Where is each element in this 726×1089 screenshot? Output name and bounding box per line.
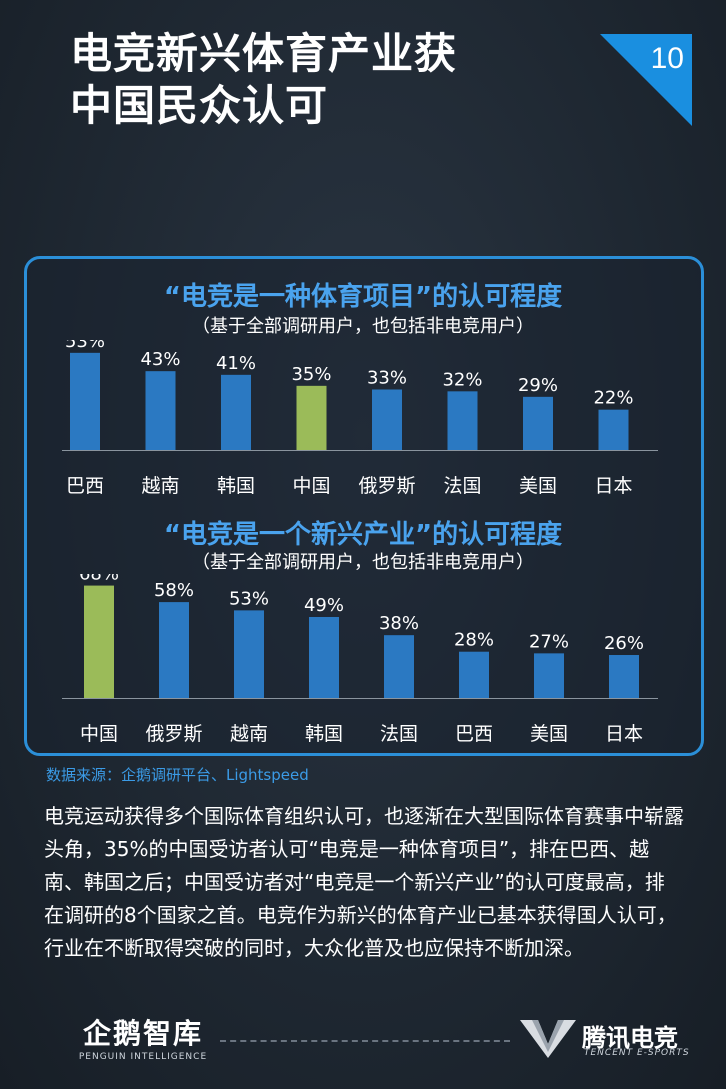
- penguin-intelligence-logo: 企鹅智库 PENGUIN INTELLIGENCE: [78, 1012, 208, 1062]
- corner-triangle-icon: [600, 34, 692, 126]
- title-line-2: 中国民众认可: [70, 81, 329, 130]
- bar-2-7: [609, 655, 639, 698]
- left-logo-text: 企鹅智库: [82, 1017, 203, 1050]
- bar-1-2: [221, 374, 251, 450]
- chart-2-svg: 68% 中国 58% 俄罗斯 53% 越南 49% 韩国 38% 法国 28% 巴西 27% 美国 26% 日…: [62, 574, 658, 745]
- bar-1-6: [523, 396, 553, 450]
- bar-2-3: [309, 616, 339, 698]
- chart-1-svg: 53% 巴西 43% 越南 41% 韩国 35% 中国 33% 俄罗斯 32% 法国 29% 美国 22% 日…: [62, 340, 658, 497]
- bar-1-5: [447, 391, 478, 450]
- category-label-2-0: 中国: [80, 723, 118, 745]
- category-label-1-4: 俄罗斯: [358, 475, 415, 497]
- page-number-badge: 10: [600, 34, 692, 126]
- category-label-1-7: 日本: [594, 475, 632, 497]
- data-source: 数据来源：企鹅调研平台、Lightspeed: [46, 766, 309, 784]
- value-label-2-1: 58%: [154, 580, 194, 601]
- left-logo-subtext: PENGUIN INTELLIGENCE: [78, 1052, 208, 1062]
- page-number: 10: [650, 42, 684, 75]
- chart-2-title: “电竞是一个新兴产业”的认可程度: [163, 520, 563, 550]
- bar-1-3: [296, 385, 327, 450]
- category-label-2-1: 俄罗斯: [145, 723, 202, 745]
- category-label-2-3: 韩国: [305, 723, 343, 745]
- value-label-2-4: 38%: [379, 613, 419, 634]
- value-label-1-3: 35%: [291, 364, 331, 385]
- category-label-1-6: 美国: [519, 475, 557, 497]
- bar-1-1: [145, 371, 176, 450]
- value-label-1-1: 43%: [140, 349, 180, 370]
- right-logo-subtext: TENCENT E-SPORTS: [584, 1048, 690, 1058]
- bar-2-6: [534, 653, 564, 698]
- page-title: 电竞新兴体育产业获 中国民众认可: [70, 28, 457, 132]
- footer-divider: [220, 1040, 510, 1042]
- category-label-2-7: 日本: [605, 723, 643, 745]
- chart-panel: [24, 256, 704, 756]
- category-label-2-5: 巴西: [455, 723, 493, 745]
- bar-2-5: [459, 651, 489, 698]
- value-label-2-3: 49%: [304, 595, 344, 616]
- value-label-2-7: 26%: [604, 633, 644, 654]
- category-label-1-1: 越南: [141, 475, 179, 497]
- tencent-esports-emblem-icon: [520, 1020, 576, 1058]
- bar-1-4: [372, 389, 402, 450]
- tencent-esports-logo: 腾讯电竞 TENCENT E-SPORTS: [518, 1016, 698, 1060]
- bar-2-1: [159, 602, 189, 698]
- bar-1-0: [70, 352, 100, 450]
- category-label-1-3: 中国: [292, 475, 330, 497]
- body-paragraph: 电竞运动获得多个国际体育组织认可，也逐渐在大型国际体育赛事中崭露头角，35%的中…: [44, 804, 684, 960]
- title-line-1: 电竞新兴体育产业获: [70, 29, 458, 78]
- bar-2-0: [84, 585, 114, 698]
- category-label-1-5: 法国: [443, 475, 481, 497]
- bar-1-7: [598, 409, 629, 450]
- category-label-1-2: 韩国: [217, 475, 255, 497]
- value-label-2-2: 53%: [229, 588, 269, 609]
- value-label-2-5: 28%: [454, 630, 494, 651]
- bar-2-4: [384, 635, 414, 698]
- value-label-1-7: 22%: [593, 388, 633, 409]
- category-label-2-4: 法国: [380, 723, 418, 745]
- value-label-2-6: 27%: [529, 631, 569, 652]
- category-label-2-6: 美国: [530, 723, 568, 745]
- chart-1-title: “电竞是一种体育项目”的认可程度: [163, 282, 563, 312]
- chart-1-subtitle: （基于全部调研用户，也包括非电竞用户）: [192, 316, 534, 337]
- value-label-1-5: 32%: [442, 369, 482, 390]
- right-logo-text: 腾讯电竞: [582, 1024, 678, 1052]
- category-label-1-0: 巴西: [66, 475, 104, 497]
- value-label-1-0: 53%: [65, 340, 105, 352]
- value-label-1-6: 29%: [518, 375, 558, 396]
- value-label-1-4: 33%: [367, 368, 407, 389]
- category-label-2-2: 越南: [230, 723, 268, 745]
- value-label-1-2: 41%: [216, 353, 256, 374]
- value-label-2-0: 68%: [79, 574, 119, 585]
- bar-2-2: [234, 610, 264, 698]
- chart-2-subtitle: （基于全部调研用户，也包括非电竞用户）: [192, 552, 534, 573]
